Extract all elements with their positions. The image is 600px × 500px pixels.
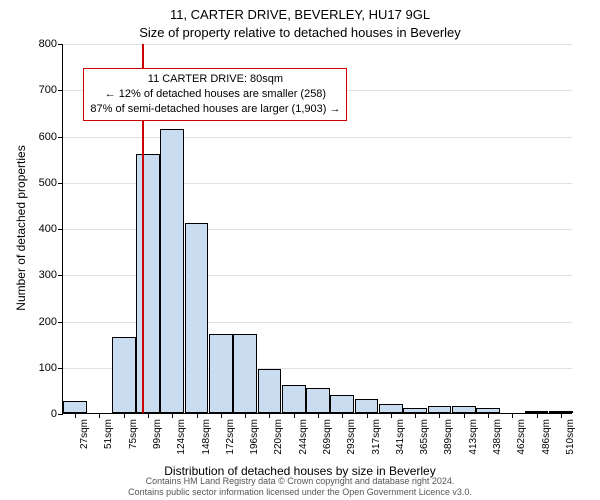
histogram-bar — [258, 369, 282, 413]
histogram-bar — [160, 129, 184, 413]
histogram-bar — [330, 395, 354, 414]
x-tick-label: 27sqm — [79, 419, 90, 449]
title-block: 11, CARTER DRIVE, BEVERLEY, HU17 9GL Siz… — [0, 0, 600, 41]
x-tick-label: 75sqm — [128, 419, 139, 449]
y-tick-label: 800 — [39, 38, 57, 50]
callout-line: 87% of semi-detached houses are larger (… — [90, 102, 340, 117]
y-tick-label: 300 — [39, 269, 57, 281]
x-tick-label: 438sqm — [492, 419, 503, 455]
y-tick-label: 400 — [39, 223, 57, 235]
histogram-bar — [355, 399, 379, 413]
x-tick-label: 51sqm — [103, 419, 114, 449]
callout-line: ← 12% of detached houses are smaller (25… — [90, 87, 340, 102]
histogram-bar — [428, 406, 452, 413]
title-address: 11, CARTER DRIVE, BEVERLEY, HU17 9GL — [0, 6, 600, 24]
x-tick-label: 510sqm — [565, 419, 576, 455]
y-tick-label: 700 — [39, 84, 57, 96]
y-tick-label: 100 — [39, 362, 57, 374]
histogram-chart: 010020030040050060070080027sqm51sqm75sqm… — [62, 44, 572, 414]
x-tick-label: 413sqm — [468, 419, 479, 455]
y-tick-label: 200 — [39, 316, 57, 328]
histogram-bar — [233, 334, 257, 413]
histogram-bar — [112, 337, 136, 413]
histogram-bar — [209, 334, 233, 413]
histogram-bar — [452, 406, 476, 413]
x-tick-label: 341sqm — [395, 419, 406, 455]
x-tick-label: 244sqm — [298, 419, 309, 455]
histogram-bar — [306, 388, 330, 413]
plot-area: 010020030040050060070080027sqm51sqm75sqm… — [62, 44, 572, 414]
x-tick-label: 317sqm — [371, 419, 382, 455]
grid-line — [63, 137, 572, 138]
histogram-bar — [379, 404, 403, 413]
x-tick-label: 293sqm — [346, 419, 357, 455]
histogram-bar — [185, 223, 209, 413]
callout-line: 11 CARTER DRIVE: 80sqm — [90, 72, 340, 87]
x-tick-label: 172sqm — [225, 419, 236, 455]
x-tick-label: 196sqm — [249, 419, 260, 455]
x-tick-label: 99sqm — [152, 419, 163, 449]
x-tick-label: 220sqm — [273, 419, 284, 455]
title-subtitle: Size of property relative to detached ho… — [0, 24, 600, 42]
x-tick-label: 365sqm — [419, 419, 430, 455]
attribution-line2: Contains public sector information licen… — [0, 487, 600, 498]
x-tick-label: 486sqm — [541, 419, 552, 455]
attribution: Contains HM Land Registry data © Crown c… — [0, 476, 600, 499]
x-tick-label: 389sqm — [443, 419, 454, 455]
histogram-bar — [136, 154, 160, 413]
y-tick-label: 600 — [39, 131, 57, 143]
histogram-bar — [63, 401, 87, 413]
y-tick-label: 0 — [51, 408, 57, 420]
x-tick-label: 462sqm — [516, 419, 527, 455]
grid-line — [63, 44, 572, 45]
y-tick-label: 500 — [39, 177, 57, 189]
attribution-line1: Contains HM Land Registry data © Crown c… — [0, 476, 600, 487]
callout-box: 11 CARTER DRIVE: 80sqm← 12% of detached … — [83, 68, 347, 121]
x-tick-label: 148sqm — [201, 419, 212, 455]
x-tick-label: 124sqm — [176, 419, 187, 455]
x-tick-label: 269sqm — [322, 419, 333, 455]
histogram-bar — [282, 385, 306, 413]
